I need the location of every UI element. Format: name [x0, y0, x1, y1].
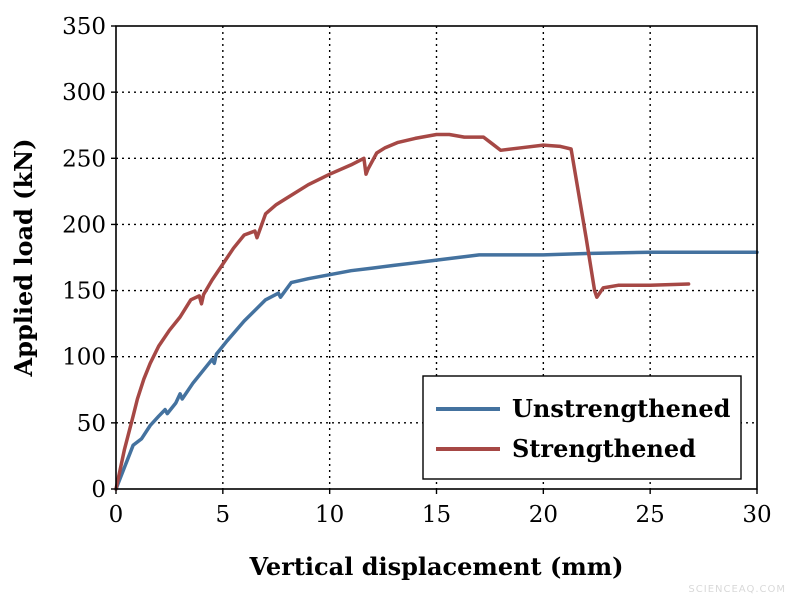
y-tick-label: 350: [62, 14, 106, 40]
y-axis-label: Applied load (kN): [9, 139, 38, 378]
x-axis-ticks: 0 5 10 15 20 25 30: [109, 489, 772, 528]
legend: Unstrengthened Strengthened: [422, 375, 742, 480]
watermark: SCIENCEAQ.COM: [688, 584, 786, 595]
legend-box: [422, 375, 742, 480]
series-lines: [114, 132, 759, 491]
y-tick-label: 50: [77, 411, 106, 437]
y-tick-label: 300: [62, 80, 106, 106]
legend-label-unstrengthened: Unstrengthened: [512, 394, 731, 423]
x-axis-label: Vertical displacement (mm): [249, 552, 624, 581]
y-tick-label: 150: [62, 279, 106, 305]
y-tick-label: 100: [62, 345, 106, 371]
x-tick-label: 25: [636, 502, 665, 528]
series-line-strengthened: [114, 132, 691, 491]
x-tick-label: 15: [422, 502, 451, 528]
x-tick-label: 10: [315, 502, 344, 528]
y-axis-ticks: 0 50 100 150 200 250 300 350: [62, 14, 116, 503]
x-tick-label: 20: [529, 502, 558, 528]
y-tick-label: 200: [62, 212, 106, 238]
x-tick-label: 30: [742, 502, 771, 528]
x-tick-label: 5: [216, 502, 231, 528]
y-tick-label: 250: [62, 146, 106, 172]
y-tick-label: 0: [91, 477, 106, 503]
series-line-unstrengthened: [114, 250, 759, 491]
x-tick-label: 0: [109, 502, 124, 528]
legend-label-strengthened: Strengthened: [512, 434, 696, 463]
